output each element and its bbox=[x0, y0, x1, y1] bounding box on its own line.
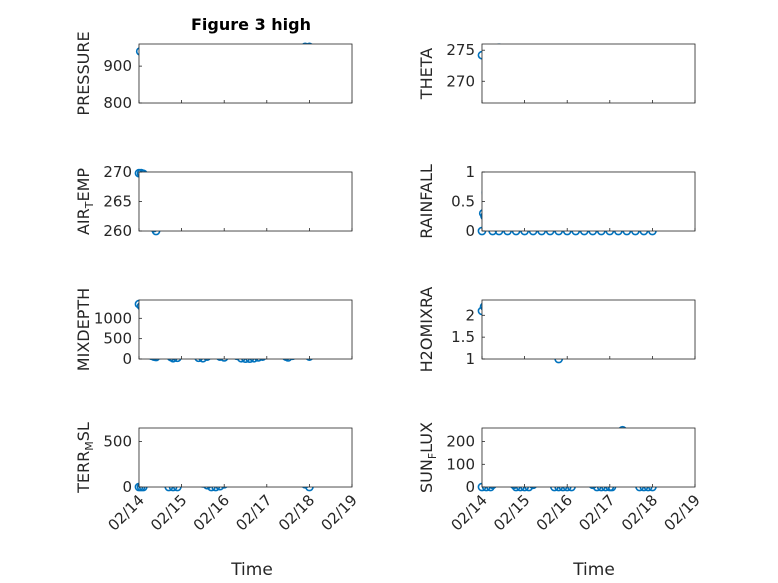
panel-rainfall-ytick-label: 0.5 bbox=[451, 193, 475, 211]
panel-pressure: 800 900 PRESSURE bbox=[74, 31, 353, 116]
panel-sun-flux-ylabel-subscript: F bbox=[426, 453, 439, 459]
panel-terrain-msl: 0 500 TERRMSL 02/14 02/15 02/16 02/17 02/18 02/1… bbox=[74, 422, 361, 534]
panel-mixdepth-ytick-label: 0 bbox=[122, 350, 132, 368]
panel-air-temp-ytick-label: 260 bbox=[103, 222, 132, 240]
x-axis-label-right: Time bbox=[572, 560, 615, 580]
panel-mixdepth-ytick-label: 1000 bbox=[94, 309, 132, 327]
panel-rainfall-ytick-label: 1 bbox=[465, 163, 475, 181]
panel-mixdepth-axes-box bbox=[138, 299, 353, 360]
panel-sun-flux-ylabel-tail: LUX bbox=[417, 422, 436, 453]
panel-terrain-msl-xtick-label: 02/14 bbox=[105, 491, 148, 534]
panel-mixdepth-ylabel-main: MIXDEPTH bbox=[74, 288, 93, 371]
panel-rainfall-ylabel-main: RAINFALL bbox=[417, 164, 436, 239]
panel-air-temp-ylabel-tail: EMP bbox=[74, 168, 93, 202]
panel-terrain-msl-ytick-label: 0 bbox=[122, 478, 132, 496]
panel-sun-flux-xtick-label: 02/19 bbox=[661, 491, 704, 534]
panel-pressure-ylabel: PRESSURE bbox=[74, 31, 93, 115]
panel-h2o-mix-ratio-ytick-label: 2 bbox=[465, 306, 475, 324]
panel-terrain-msl-xtick-label: 02/19 bbox=[318, 491, 361, 534]
panel-sun-flux-ylabel: SUNFLUX bbox=[417, 422, 439, 493]
panel-pressure-axes-box bbox=[138, 43, 353, 104]
panel-mixdepth-ylabel: MIXDEPTH bbox=[74, 288, 93, 371]
subplot-grid: 800 900 PRESSURE 270 275 THETA 260 265 270 AIRTEM… bbox=[74, 31, 704, 534]
panel-rainfall-ytick-label: 0 bbox=[465, 222, 475, 240]
panel-sun-flux-ytick-label: 200 bbox=[446, 433, 475, 451]
panel-sun-flux-xtick-label: 02/18 bbox=[618, 491, 661, 534]
panel-terrain-msl-ytick-label: 500 bbox=[103, 433, 132, 451]
panel-air-temp-ylabel: AIRTEMP bbox=[74, 168, 96, 235]
panel-sun-flux-ylabel-main: SUN bbox=[417, 459, 436, 493]
panel-air-temp-axes-box bbox=[138, 171, 353, 232]
panel-pressure-ylabel-main: PRESSURE bbox=[74, 31, 93, 115]
panel-theta: 270 275 THETA bbox=[417, 41, 696, 104]
figure-title: Figure 3 high bbox=[191, 15, 311, 34]
x-axis-label-left: Time bbox=[230, 560, 273, 580]
panel-theta-ylabel-main: THETA bbox=[417, 48, 436, 100]
panel-terrain-msl-xtick-label: 02/15 bbox=[147, 491, 190, 534]
panel-terrain-msl-xtick-label: 02/18 bbox=[275, 491, 318, 534]
panel-sun-flux-axes-box bbox=[481, 427, 696, 488]
panel-sun-flux-ytick-label: 0 bbox=[465, 478, 475, 496]
panel-rainfall: 0 0.5 1 RAINFALL bbox=[417, 163, 696, 240]
panel-theta-ylabel: THETA bbox=[417, 48, 436, 100]
panel-h2o-mix-ratio-ylabel: H2OMIXRA bbox=[417, 287, 436, 373]
panel-terrain-msl-ylabel-subscript: M bbox=[83, 441, 96, 451]
panel-sun-flux-xtick-label: 02/15 bbox=[490, 491, 533, 534]
panel-h2o-mix-ratio-axes-box bbox=[481, 299, 696, 360]
panel-terrain-msl-xtick-label: 02/17 bbox=[232, 491, 275, 534]
panel-sun-flux-xtick-label: 02/14 bbox=[448, 491, 491, 534]
panel-theta-axes-box bbox=[481, 43, 696, 104]
panel-h2o-mix-ratio-ytick-label: 1.5 bbox=[451, 328, 475, 346]
panel-h2o-mix-ratio-ylabel-main: H2OMIXRA bbox=[417, 287, 436, 373]
panel-sun-flux-xtick-label: 02/17 bbox=[575, 491, 618, 534]
panel-air-temp-ylabel-subscript: T bbox=[83, 201, 96, 209]
panel-terrain-msl-ylabel-main: TERR bbox=[74, 451, 93, 494]
panel-rainfall-axes-box bbox=[481, 171, 696, 232]
panel-terrain-msl-ylabel: TERRMSL bbox=[74, 422, 96, 494]
panel-sun-flux-ytick-label: 100 bbox=[446, 455, 475, 473]
panel-air-temp-ylabel-main: AIR bbox=[74, 208, 93, 235]
panel-mixdepth-ytick-label: 500 bbox=[103, 330, 132, 348]
panel-sun-flux: 0 100 200 SUNFLUX 02/14 02/15 02/16 02/17 02/18 0… bbox=[417, 422, 704, 534]
panel-terrain-msl-axes-box bbox=[138, 427, 353, 488]
panel-pressure-ytick-label: 900 bbox=[103, 57, 132, 75]
panel-rainfall-ylabel: RAINFALL bbox=[417, 164, 436, 239]
panel-terrain-msl-xtick-label: 02/16 bbox=[190, 491, 233, 534]
panel-h2o-mix-ratio: 1 1.5 2 H2OMIXRA bbox=[417, 287, 696, 373]
panel-air-temp-ytick-label: 270 bbox=[103, 163, 132, 181]
panel-air-temp: 260 265 270 AIRTEMP bbox=[74, 163, 353, 240]
panel-air-temp-ytick-label: 265 bbox=[103, 193, 132, 211]
panel-theta-ytick-label: 275 bbox=[446, 41, 475, 59]
panel-theta-ytick-label: 270 bbox=[446, 72, 475, 90]
panel-terrain-msl-ylabel-tail: SL bbox=[74, 422, 93, 441]
panel-sun-flux-xtick-label: 02/16 bbox=[533, 491, 576, 534]
panel-h2o-mix-ratio-ytick-label: 1 bbox=[465, 350, 475, 368]
panel-pressure-ytick-label: 800 bbox=[103, 94, 132, 112]
